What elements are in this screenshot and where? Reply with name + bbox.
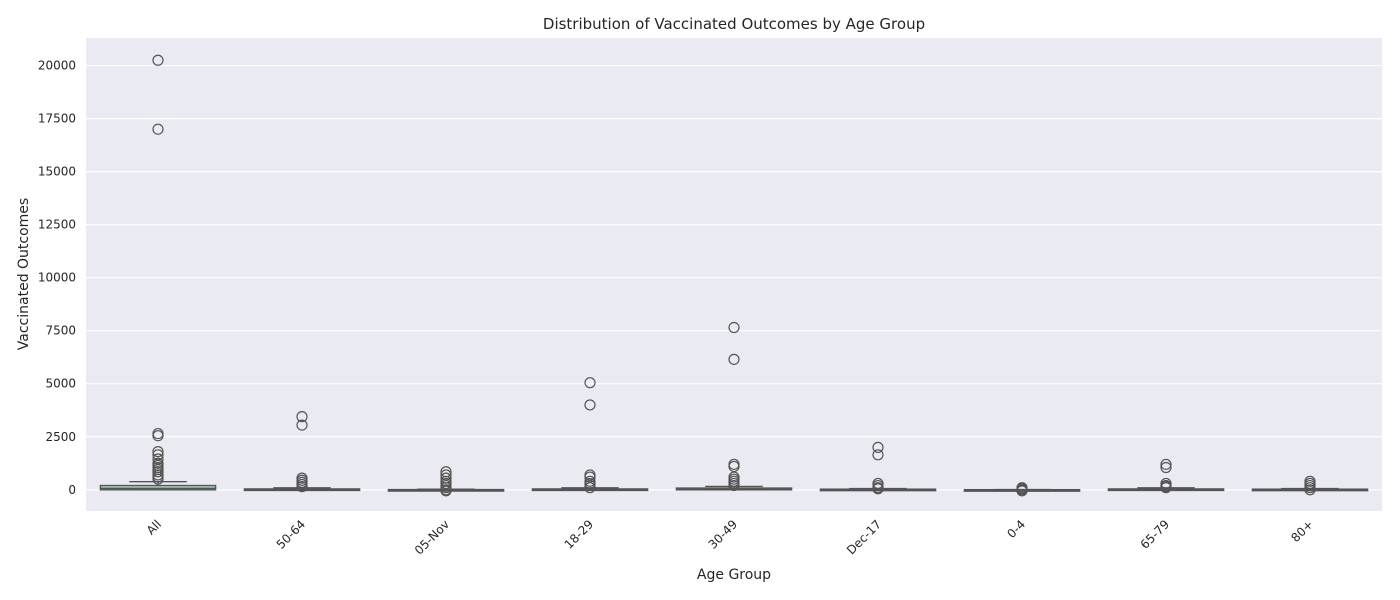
outlier-point: [296, 481, 308, 493]
y-tick-label: 10000: [38, 271, 76, 285]
outlier-point: [440, 485, 452, 497]
y-tick-label: 5000: [45, 377, 76, 391]
y-tick-label: 15000: [38, 165, 76, 179]
x-tick-label: All: [144, 517, 164, 537]
y-tick-labels: 0 2500 5000 7500 10000 12500 15000 17500 20000: [38, 59, 76, 497]
x-tick-labels: All 50-64 05-Nov 18-29 30-49 Dec-17 0-4 65-79 80…: [144, 517, 1316, 557]
box-group: [1251, 475, 1369, 496]
outlier-point: [584, 482, 596, 494]
outlier-point: [584, 399, 596, 411]
outlier-point: [1160, 458, 1172, 470]
box-group: [99, 54, 217, 491]
box-group: [675, 321, 793, 492]
y-tick-label: 20000: [38, 59, 76, 73]
outlier-point: [152, 123, 164, 135]
outlier-point: [728, 321, 740, 334]
outlier-point: [152, 446, 164, 458]
outlier-point: [728, 460, 740, 473]
outlier-point: [872, 449, 884, 461]
box-group: [1107, 458, 1225, 494]
x-tick-label: 18-29: [562, 517, 597, 552]
y-axis-label: Vaccinated Outcomes: [16, 198, 32, 350]
x-tick-label: 80+: [1288, 517, 1316, 545]
outlier-point: [440, 469, 452, 481]
outlier-point: [728, 353, 740, 365]
y-tick-label: 12500: [38, 218, 76, 232]
y-tick-label: 17500: [38, 112, 76, 126]
box-group: [963, 482, 1081, 497]
y-tick-label: 2500: [45, 430, 76, 444]
outlier-point: [584, 377, 596, 389]
boxes: [99, 54, 1369, 497]
outlier-point: [152, 54, 164, 66]
outlier-point: [152, 449, 164, 461]
x-tick-label: Dec-17: [844, 517, 884, 557]
outlier-point: [1304, 484, 1316, 496]
outlier-point: [296, 419, 308, 431]
x-tick-label: 05-Nov: [412, 517, 452, 557]
outlier-point: [872, 483, 884, 495]
outlier-point: [1160, 461, 1172, 474]
chart-title: Distribution of Vaccinated Outcomes by A…: [543, 15, 925, 33]
box-group: [819, 441, 937, 495]
outlier-point: [1160, 482, 1172, 494]
outlier-point: [152, 466, 164, 478]
plot-background: [86, 38, 1382, 511]
outlier-point: [296, 411, 308, 423]
x-tick-label: 50-64: [274, 517, 309, 552]
outlier-point: [584, 471, 596, 483]
outlier-point: [152, 430, 164, 442]
box-group: [531, 377, 649, 494]
x-axis-label: Age Group: [697, 567, 771, 583]
box-group: [243, 411, 361, 493]
outlier-point: [1016, 485, 1028, 497]
x-tick-label: 65-79: [1138, 517, 1173, 552]
box-group: [387, 466, 505, 497]
x-tick-label: 30-49: [706, 517, 741, 552]
y-tick-label: 0: [68, 483, 76, 497]
x-tick-label: 0-4: [1004, 517, 1028, 541]
outlier-point: [152, 473, 164, 485]
outlier-point: [872, 441, 884, 453]
outlier-point: [152, 453, 164, 465]
y-tick-label: 7500: [45, 324, 76, 338]
outlier-point: [728, 479, 740, 492]
grid-lines: [86, 64, 1382, 491]
